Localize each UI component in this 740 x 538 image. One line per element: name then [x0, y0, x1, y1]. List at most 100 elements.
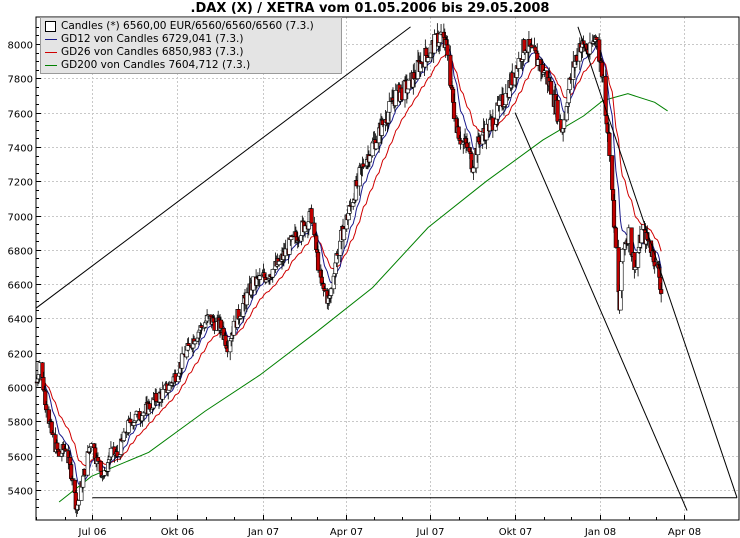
candle-body: [620, 248, 625, 263]
candle-up: [328, 287, 334, 304]
candle-up: [620, 247, 625, 264]
candle-body: [497, 100, 502, 106]
candle-down: [44, 401, 49, 418]
candle-up: [270, 268, 275, 283]
candle-down: [69, 475, 75, 486]
candle-body: [587, 42, 593, 55]
candle-body: [610, 155, 615, 190]
y-tick-label: 5600: [8, 453, 33, 464]
candle-up: [121, 427, 126, 441]
candle-body: [413, 78, 418, 80]
candle-body: [160, 389, 165, 400]
candle-swatch-icon: [45, 21, 56, 32]
candle-body: [264, 279, 269, 283]
candle-down: [464, 133, 470, 151]
candle-down: [50, 430, 55, 438]
candle-down: [186, 337, 191, 346]
candle-body: [186, 343, 191, 346]
candle-body: [81, 475, 86, 488]
gd26-line: [36, 53, 662, 467]
candle-body: [102, 470, 107, 476]
candle-down: [95, 452, 101, 464]
candle-body: [76, 500, 81, 506]
candle-body: [238, 316, 243, 319]
candle-body: [85, 451, 90, 476]
candle-body: [270, 269, 275, 278]
candle-up: [167, 380, 172, 391]
candle-down: [659, 282, 664, 303]
candle-body: [619, 261, 624, 291]
candle-down: [555, 95, 560, 125]
candle-up: [387, 92, 392, 122]
candle-body: [98, 460, 103, 472]
candle-body: [561, 119, 567, 129]
plot-frame: [35, 16, 740, 521]
candle-down: [529, 37, 534, 49]
candle-up: [561, 112, 567, 133]
candle-body: [180, 353, 185, 369]
candle-down: [613, 226, 618, 249]
candle-body: [529, 44, 534, 48]
legend-label: GD26 von Candles 6850,983 (7.3.): [61, 46, 244, 58]
candle-body: [448, 54, 453, 86]
candle-up: [406, 79, 411, 90]
legend-label: GD12 von Candles 6729,041 (7.3.): [61, 33, 244, 45]
gd12-line: [36, 42, 662, 485]
candle-down: [309, 204, 314, 225]
candle-body: [639, 228, 644, 244]
x-tick-label: Okt 07: [499, 527, 533, 538]
candle-body: [503, 93, 508, 105]
candle-body: [607, 132, 612, 156]
candle-body: [549, 80, 554, 95]
candle-up: [587, 32, 593, 60]
y-tick-label: 7000: [8, 213, 33, 224]
candle-up: [238, 311, 243, 319]
candle-body: [406, 79, 411, 90]
candle-body: [128, 418, 133, 423]
candle-body: [328, 288, 334, 296]
candle-body: [438, 33, 443, 43]
candle-body: [95, 457, 101, 462]
candle-body: [69, 478, 75, 481]
candle-body: [611, 200, 617, 228]
x-tick-label: Jan 08: [584, 527, 616, 538]
candle-up: [192, 339, 198, 347]
candle-up: [503, 84, 508, 110]
candle-body: [393, 90, 398, 106]
candle-body: [167, 385, 172, 391]
candle-up: [76, 499, 81, 511]
candle-body: [108, 447, 114, 458]
candle-body: [613, 227, 618, 248]
candle-body: [367, 155, 372, 163]
candle-body: [451, 102, 457, 119]
y-tick-label: 7200: [8, 178, 33, 189]
candle-body: [464, 142, 470, 148]
line-swatch-icon: [45, 65, 57, 66]
candle-body: [629, 227, 634, 256]
candle-down: [451, 93, 457, 122]
y-tick-label: 5400: [8, 487, 33, 498]
y-tick-label: 6800: [8, 247, 33, 258]
legend-item-candles: Candles (*) 6560,00 EUR/6560/6560/6560 (…: [45, 20, 337, 33]
candle-down: [445, 35, 450, 61]
candle-body: [319, 276, 324, 284]
candle-body: [424, 47, 429, 57]
candle-body: [121, 431, 126, 441]
candle-body: [341, 228, 347, 241]
candle-down: [594, 35, 599, 50]
legend-label: GD200 von Candles 7604,712 (7.3.): [61, 59, 251, 71]
candle-up: [633, 259, 638, 274]
tick-labels: 5400 5600 5800 6000 6200 6400 6600 6800 7000 7200…: [8, 41, 702, 538]
trendline: [514, 112, 688, 511]
candle-body: [218, 319, 224, 329]
legend-item-gd12: GD12 von Candles 6729,041 (7.3.): [45, 33, 337, 46]
candle-down: [490, 109, 495, 138]
line-swatch-icon: [45, 39, 57, 40]
candle-up: [516, 51, 521, 76]
candle-body: [432, 34, 437, 54]
candle-body: [659, 289, 664, 294]
candle-up: [180, 346, 185, 375]
y-tick-label: 5800: [8, 418, 33, 429]
candle-up: [367, 154, 372, 167]
